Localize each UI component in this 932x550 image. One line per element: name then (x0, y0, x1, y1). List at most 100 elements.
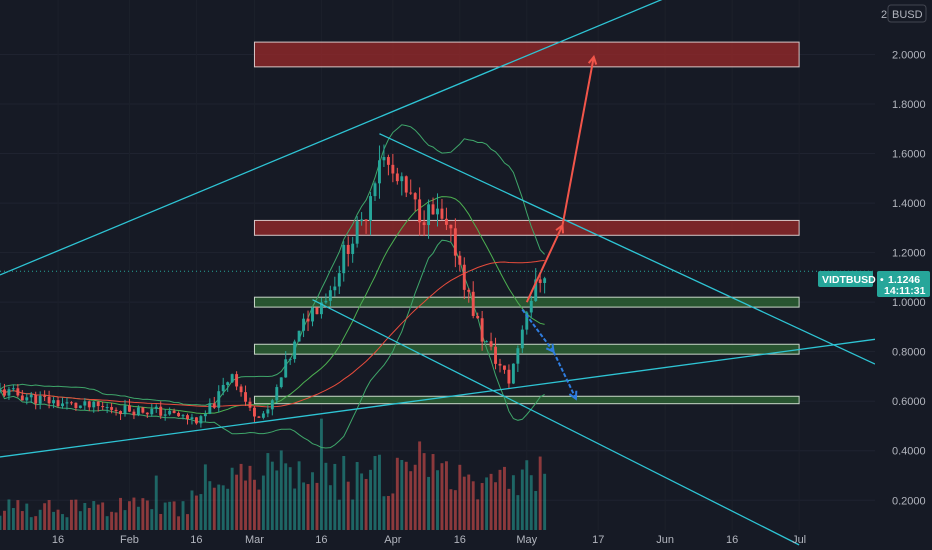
candle-body (212, 403, 216, 408)
candle-body (87, 401, 91, 408)
volume-bar (168, 501, 172, 530)
candle-body (400, 176, 404, 182)
candle-body (177, 412, 181, 417)
candle-body (186, 415, 189, 420)
volume-bar (203, 464, 207, 530)
volume-bar (181, 501, 185, 530)
candle-body (543, 278, 547, 283)
volume-bar (489, 473, 493, 530)
candle-body (190, 417, 194, 420)
candle-body (132, 411, 136, 416)
candle-body (346, 244, 350, 254)
volume-bar (244, 480, 247, 530)
volume-bar (141, 498, 145, 530)
price-value: 1.1246 (888, 274, 920, 286)
candle-body (369, 196, 372, 221)
volume-bar (270, 461, 274, 530)
candle-body (105, 407, 109, 409)
candle-body (480, 318, 484, 342)
candle-body (418, 199, 422, 223)
volume-bar (364, 478, 368, 530)
volume-bar (123, 510, 127, 530)
volume-bar (266, 453, 270, 530)
candle-body (382, 157, 386, 161)
volume-bar (440, 463, 444, 530)
volume-bar (159, 513, 163, 530)
time-tick-label: 16 (726, 534, 738, 546)
candle-body (3, 389, 6, 396)
candle-body (110, 407, 114, 410)
volume-bar (328, 485, 332, 530)
candle-body (453, 228, 457, 256)
time-tick-label: Jun (656, 534, 674, 546)
candle-body (507, 369, 511, 384)
volume-bar (511, 475, 515, 530)
volume-bar (0, 515, 2, 530)
candle-body (7, 389, 11, 396)
volume-bar (56, 509, 60, 530)
volume-bar (342, 456, 346, 530)
candle-body (16, 388, 20, 396)
candle-body (471, 291, 475, 316)
symbol-badge (818, 271, 873, 287)
volume-bar (253, 479, 256, 530)
bullish-arrow-head (587, 54, 598, 65)
candle-body (235, 374, 239, 387)
volume-bar (538, 456, 542, 530)
bearish-arrow-head (568, 390, 578, 401)
candle-body (498, 363, 502, 366)
candle-body (163, 414, 167, 416)
volume-bar (217, 484, 221, 530)
candle-body (69, 402, 73, 404)
volume-bar (297, 461, 301, 530)
currency-badge[interactable] (887, 4, 927, 23)
volume-bar (315, 482, 319, 530)
bollinger-upper-band (0, 124, 545, 406)
candle-body (391, 164, 395, 174)
volume-bar (284, 463, 288, 530)
candle-body (395, 173, 399, 182)
volume-bar (534, 490, 538, 530)
price-tick-label: 0.8000 (892, 347, 926, 359)
volume-bar (87, 507, 91, 530)
candle-body (65, 402, 69, 404)
time-tick-label: 17 (592, 534, 604, 546)
volume-bar (34, 516, 38, 530)
candle-body (538, 279, 542, 283)
candle-body (534, 279, 538, 301)
price-tick-label: 0.4000 (892, 446, 926, 458)
volume-bar (114, 512, 118, 530)
candle-body (194, 417, 198, 424)
volume-bar (25, 503, 29, 530)
volume-bar (476, 499, 480, 530)
candle-body (351, 243, 355, 254)
volume-bar (436, 470, 439, 530)
candle-body (25, 397, 29, 401)
volume-bar (494, 482, 497, 530)
candle-body (476, 315, 480, 319)
candle-body (78, 405, 82, 408)
volume-bar (92, 501, 96, 530)
volume-bar (177, 516, 181, 530)
candle-body (101, 406, 105, 408)
volume-bar (105, 516, 109, 530)
candle-body (311, 307, 314, 322)
candle-body (279, 377, 283, 388)
volume-bar (520, 469, 524, 530)
candle-body (373, 183, 377, 197)
volume-bar (221, 485, 225, 530)
volume-bar (38, 509, 42, 530)
volume-bar (163, 502, 167, 530)
candle-body (355, 221, 359, 244)
candle-body (141, 407, 145, 413)
volume-bar (239, 463, 243, 530)
volume-bar (319, 418, 323, 530)
candle-body (43, 395, 47, 397)
volume-bar (186, 514, 189, 530)
candle-body (248, 401, 252, 408)
candle-body (378, 160, 381, 184)
candle-body (275, 387, 279, 401)
volume-bar (360, 473, 364, 530)
volume-bar (369, 469, 372, 530)
